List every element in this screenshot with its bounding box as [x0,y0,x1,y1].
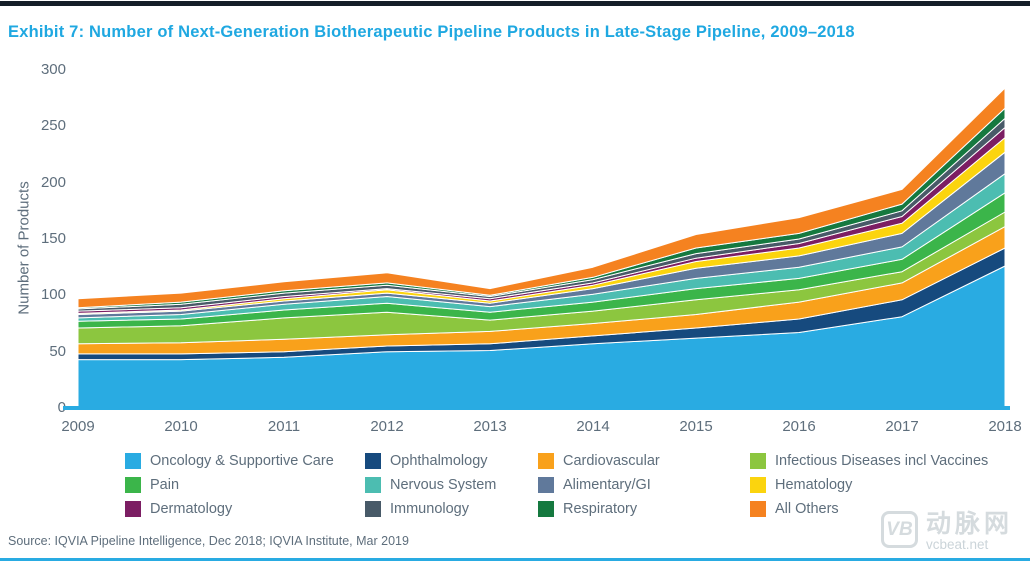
x-tick-label: 2009 [61,418,95,435]
legend-label: Cardiovascular [563,452,660,469]
legend-item-infectious-diseases-incl-vaccines: Infectious Diseases incl Vaccines [750,452,1015,469]
x-tick-label: 2017 [885,418,919,435]
legend-label: All Others [775,500,839,517]
x-tick-label: 2013 [473,418,507,435]
exhibit-title: Exhibit 7: Number of Next-Generation Bio… [8,23,855,41]
legend-item-all-others: All Others [750,500,1015,517]
legend-swatch-icon [125,452,141,469]
legend-label: Infectious Diseases incl Vaccines [775,452,989,469]
x-tick-label: 2012 [370,418,404,435]
top-rule [0,1,1030,6]
vcbeat-logo: VB [881,511,918,548]
vcbeat-logo-text: VB [886,518,913,540]
legend-item-nervous-system: Nervous System [365,476,538,493]
legend-swatch-icon [750,500,766,517]
watermark-url: vcbeat.net [926,537,989,552]
vcbeat-watermark: VB 动脉网 vcbeat.net [881,511,1013,552]
x-tick-label: 2016 [782,418,816,435]
y-tick-label: 250 [40,117,66,135]
watermark-brand-cn: 动脉网 [926,510,1014,538]
legend-swatch-icon [365,476,381,493]
area-all-others [77,87,1006,309]
legend-swatch-icon [750,452,766,469]
legend-swatch-icon [365,452,381,469]
legend-swatch-icon [538,500,554,517]
legend-item-ophthalmology: Ophthalmology [365,452,538,469]
legend-label: Nervous System [390,476,497,493]
y-tick-label: 100 [40,286,66,304]
legend-swatch-icon [125,476,141,493]
legend-swatch-icon [365,500,381,517]
y-tick-label: 0 [57,399,66,416]
legend-item-immunology: Immunology [365,500,538,517]
legend-item-cardiovascular: Cardiovascular [538,452,750,469]
legend-item-pain: Pain [125,476,365,493]
bottom-rule [0,558,1030,561]
legend-label: Alimentary/GI [563,476,651,493]
legend-item-respiratory: Respiratory [538,500,750,517]
legend-label: Immunology [390,500,469,517]
y-tick-label: 300 [40,61,66,78]
legend-swatch-icon [750,476,766,493]
stacked-area-chart [77,87,1006,409]
y-tick-label: 50 [49,342,66,360]
x-tick-label: 2018 [988,418,1022,435]
legend-label: Ophthalmology [390,452,488,469]
y-tick-label: 200 [40,173,66,191]
x-tick-label: 2011 [267,418,301,435]
legend-item-dermatology: Dermatology [125,500,365,517]
x-tick-label: 2014 [576,418,610,435]
legend-label: Pain [150,476,180,493]
legend-item-hematology: Hematology [750,476,1015,493]
y-tick-label: 150 [40,230,66,247]
source-text: Source: IQVIA Pipeline Intelligence, Dec… [8,534,409,548]
legend-label: Respiratory [563,500,638,517]
x-tick-label: 2015 [679,418,713,435]
legend-label: Dermatology [150,500,233,517]
legend-label: Hematology [775,476,853,493]
x-axis-line [63,406,1010,410]
x-tick-label: 2010 [164,418,198,435]
legend-swatch-icon [538,476,554,493]
legend-item-alimentary-gi: Alimentary/GI [538,476,750,493]
legend-label: Oncology & Supportive Care [150,452,334,469]
chart-legend: Oncology & Supportive Care Ophthalmology C… [125,452,1015,517]
legend-item-oncology-supportive-care: Oncology & Supportive Care [125,452,365,469]
watermark-text: 动脉网 vcbeat.net [926,511,1013,552]
legend-swatch-icon [125,500,141,517]
legend-swatch-icon [538,452,554,469]
